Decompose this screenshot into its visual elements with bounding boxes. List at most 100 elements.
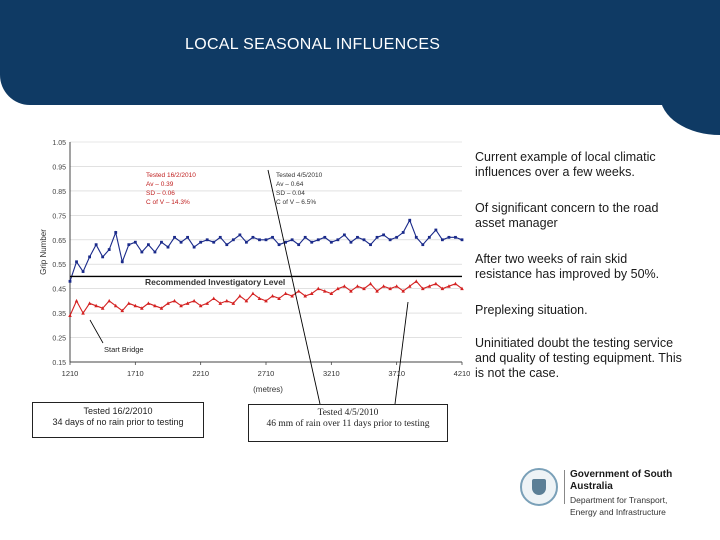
data-point-4-5-2010: [212, 240, 216, 244]
data-point-16-2-2010: [107, 298, 111, 303]
data-point-16-2-2010: [100, 306, 105, 310]
y-tick-label: 0.85: [52, 189, 66, 196]
x-tick-label: 2710: [258, 369, 275, 378]
data-point-4-5-2010: [251, 235, 255, 239]
data-point-16-2-2010: [342, 284, 347, 288]
data-point-4-5-2010: [343, 233, 346, 237]
data-point-4-5-2010: [192, 245, 196, 249]
data-point-4-5-2010: [460, 238, 464, 242]
callout-dry-test: Tested 16/2/2010 34 days of no rain prio…: [32, 402, 204, 438]
data-point-4-5-2010: [166, 245, 170, 249]
data-point-16-2-2010: [394, 284, 399, 288]
bullet-item: Of significant concern to the road asset…: [475, 201, 659, 230]
data-point-16-2-2010: [264, 298, 268, 303]
data-point-16-2-2010: [205, 301, 209, 305]
data-point-4-5-2010: [245, 240, 248, 244]
data-point-16-2-2010: [94, 303, 98, 308]
data-point-4-5-2010: [258, 238, 261, 242]
data-point-4-5-2010: [225, 243, 229, 247]
data-point-4-5-2010: [94, 243, 98, 247]
data-point-16-2-2010: [440, 286, 445, 291]
data-point-16-2-2010: [427, 284, 432, 288]
data-point-4-5-2010: [349, 240, 353, 244]
data-point-16-2-2010: [153, 303, 157, 308]
x-tick-label: 4210: [454, 369, 471, 378]
x-tick-label: 2210: [192, 369, 209, 378]
y-axis-label: Grip Number: [39, 229, 48, 275]
red-stats-line3: SD – 0.06: [146, 190, 175, 197]
red-stats-line2: Av – 0.39: [146, 181, 174, 188]
callout-wet-note: 46 mm of rain over 11 days prior to test…: [266, 419, 430, 429]
data-point-4-5-2010: [427, 235, 431, 239]
data-point-16-2-2010: [434, 281, 438, 286]
data-point-16-2-2010: [362, 286, 366, 291]
data-point-4-5-2010: [81, 270, 85, 273]
start-bridge-label: Start Bridge: [104, 345, 144, 354]
data-point-4-5-2010: [414, 235, 418, 239]
x-tick-label: 3210: [323, 369, 340, 378]
data-point-16-2-2010: [290, 294, 294, 298]
data-point-4-5-2010: [140, 250, 144, 254]
data-point-4-5-2010: [120, 260, 124, 264]
callout-wet-date: Tested 4/5/2010: [317, 408, 379, 418]
data-point-16-2-2010: [185, 301, 190, 305]
y-tick-label: 0.95: [52, 164, 66, 171]
series-layer: [68, 218, 464, 318]
data-point-4-5-2010: [303, 235, 307, 239]
x-tick-label: 3710: [388, 369, 405, 378]
data-point-16-2-2010: [238, 294, 242, 298]
threshold-label: Recommended Investigatory Level: [145, 277, 285, 287]
data-point-16-2-2010: [244, 298, 249, 303]
data-point-16-2-2010: [211, 296, 216, 300]
data-point-4-5-2010: [68, 279, 72, 283]
data-point-16-2-2010: [133, 303, 138, 308]
y-tick-label: 0.25: [52, 336, 66, 343]
data-point-4-5-2010: [88, 255, 91, 259]
series-line-4-5-2010: [69, 218, 463, 282]
header-banner: [0, 0, 720, 105]
data-point-4-5-2010: [401, 231, 405, 234]
data-point-4-5-2010: [114, 231, 118, 234]
data-point-16-2-2010: [407, 284, 412, 288]
blue-stats-line2: Av – 0.64: [276, 181, 304, 188]
data-point-4-5-2010: [356, 235, 359, 239]
x-tick-labels: 1210 1710 2210 2710 3210 3710 4210: [62, 369, 471, 378]
data-point-4-5-2010: [127, 243, 131, 247]
data-point-16-2-2010: [368, 281, 373, 286]
logo-government-name: Government of South Australia: [570, 469, 673, 492]
data-point-4-5-2010: [454, 235, 457, 239]
data-point-16-2-2010: [303, 294, 307, 298]
bullet-item: Uninitiated doubt the testing service an…: [475, 336, 682, 380]
data-point-16-2-2010: [140, 306, 144, 310]
data-point-16-2-2010: [74, 298, 79, 303]
data-point-4-5-2010: [264, 238, 268, 242]
data-point-4-5-2010: [434, 228, 438, 232]
x-tick-label: 1710: [127, 369, 144, 378]
header-curve: [660, 0, 720, 135]
chart-grid: [69, 141, 463, 365]
data-point-4-5-2010: [218, 235, 222, 239]
data-point-16-2-2010: [146, 301, 151, 305]
data-point-16-2-2010: [375, 289, 379, 293]
y-tick-label: 0.65: [52, 238, 66, 245]
data-point-4-5-2010: [388, 238, 392, 242]
y-tick-label: 0.45: [52, 287, 66, 294]
data-point-4-5-2010: [101, 255, 105, 259]
bullet-item: Current example of local climatic influe…: [475, 150, 656, 179]
red-stats-line4: C of V – 14.3%: [146, 199, 190, 206]
data-point-4-5-2010: [336, 238, 340, 242]
data-point-16-2-2010: [355, 284, 360, 288]
data-point-4-5-2010: [382, 233, 385, 237]
blue-stats-line3: SD – 0.04: [276, 190, 305, 197]
data-point-16-2-2010: [453, 281, 458, 286]
blue-callout-pointer: [267, 169, 321, 405]
callout-dry-date: Tested 16/2/2010: [83, 406, 153, 416]
data-point-4-5-2010: [186, 235, 189, 239]
red-stats-line1: Tested 16/2/2010: [146, 172, 196, 179]
data-point-16-2-2010: [218, 301, 223, 305]
x-tick-label: 1210: [62, 369, 79, 378]
data-point-4-5-2010: [395, 235, 399, 239]
data-point-4-5-2010: [329, 240, 333, 244]
data-point-16-2-2010: [460, 286, 464, 291]
